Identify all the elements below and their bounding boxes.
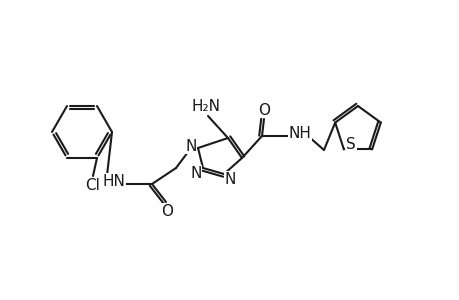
Text: NH: NH: [288, 125, 311, 140]
Text: S: S: [345, 137, 355, 152]
Text: N: N: [190, 166, 201, 181]
Text: N: N: [224, 172, 235, 187]
Text: O: O: [161, 203, 173, 218]
Text: N: N: [185, 139, 196, 154]
Text: Cl: Cl: [85, 178, 100, 194]
Text: O: O: [257, 103, 269, 118]
Text: HN: HN: [102, 173, 125, 188]
Text: H₂N: H₂N: [191, 98, 220, 113]
